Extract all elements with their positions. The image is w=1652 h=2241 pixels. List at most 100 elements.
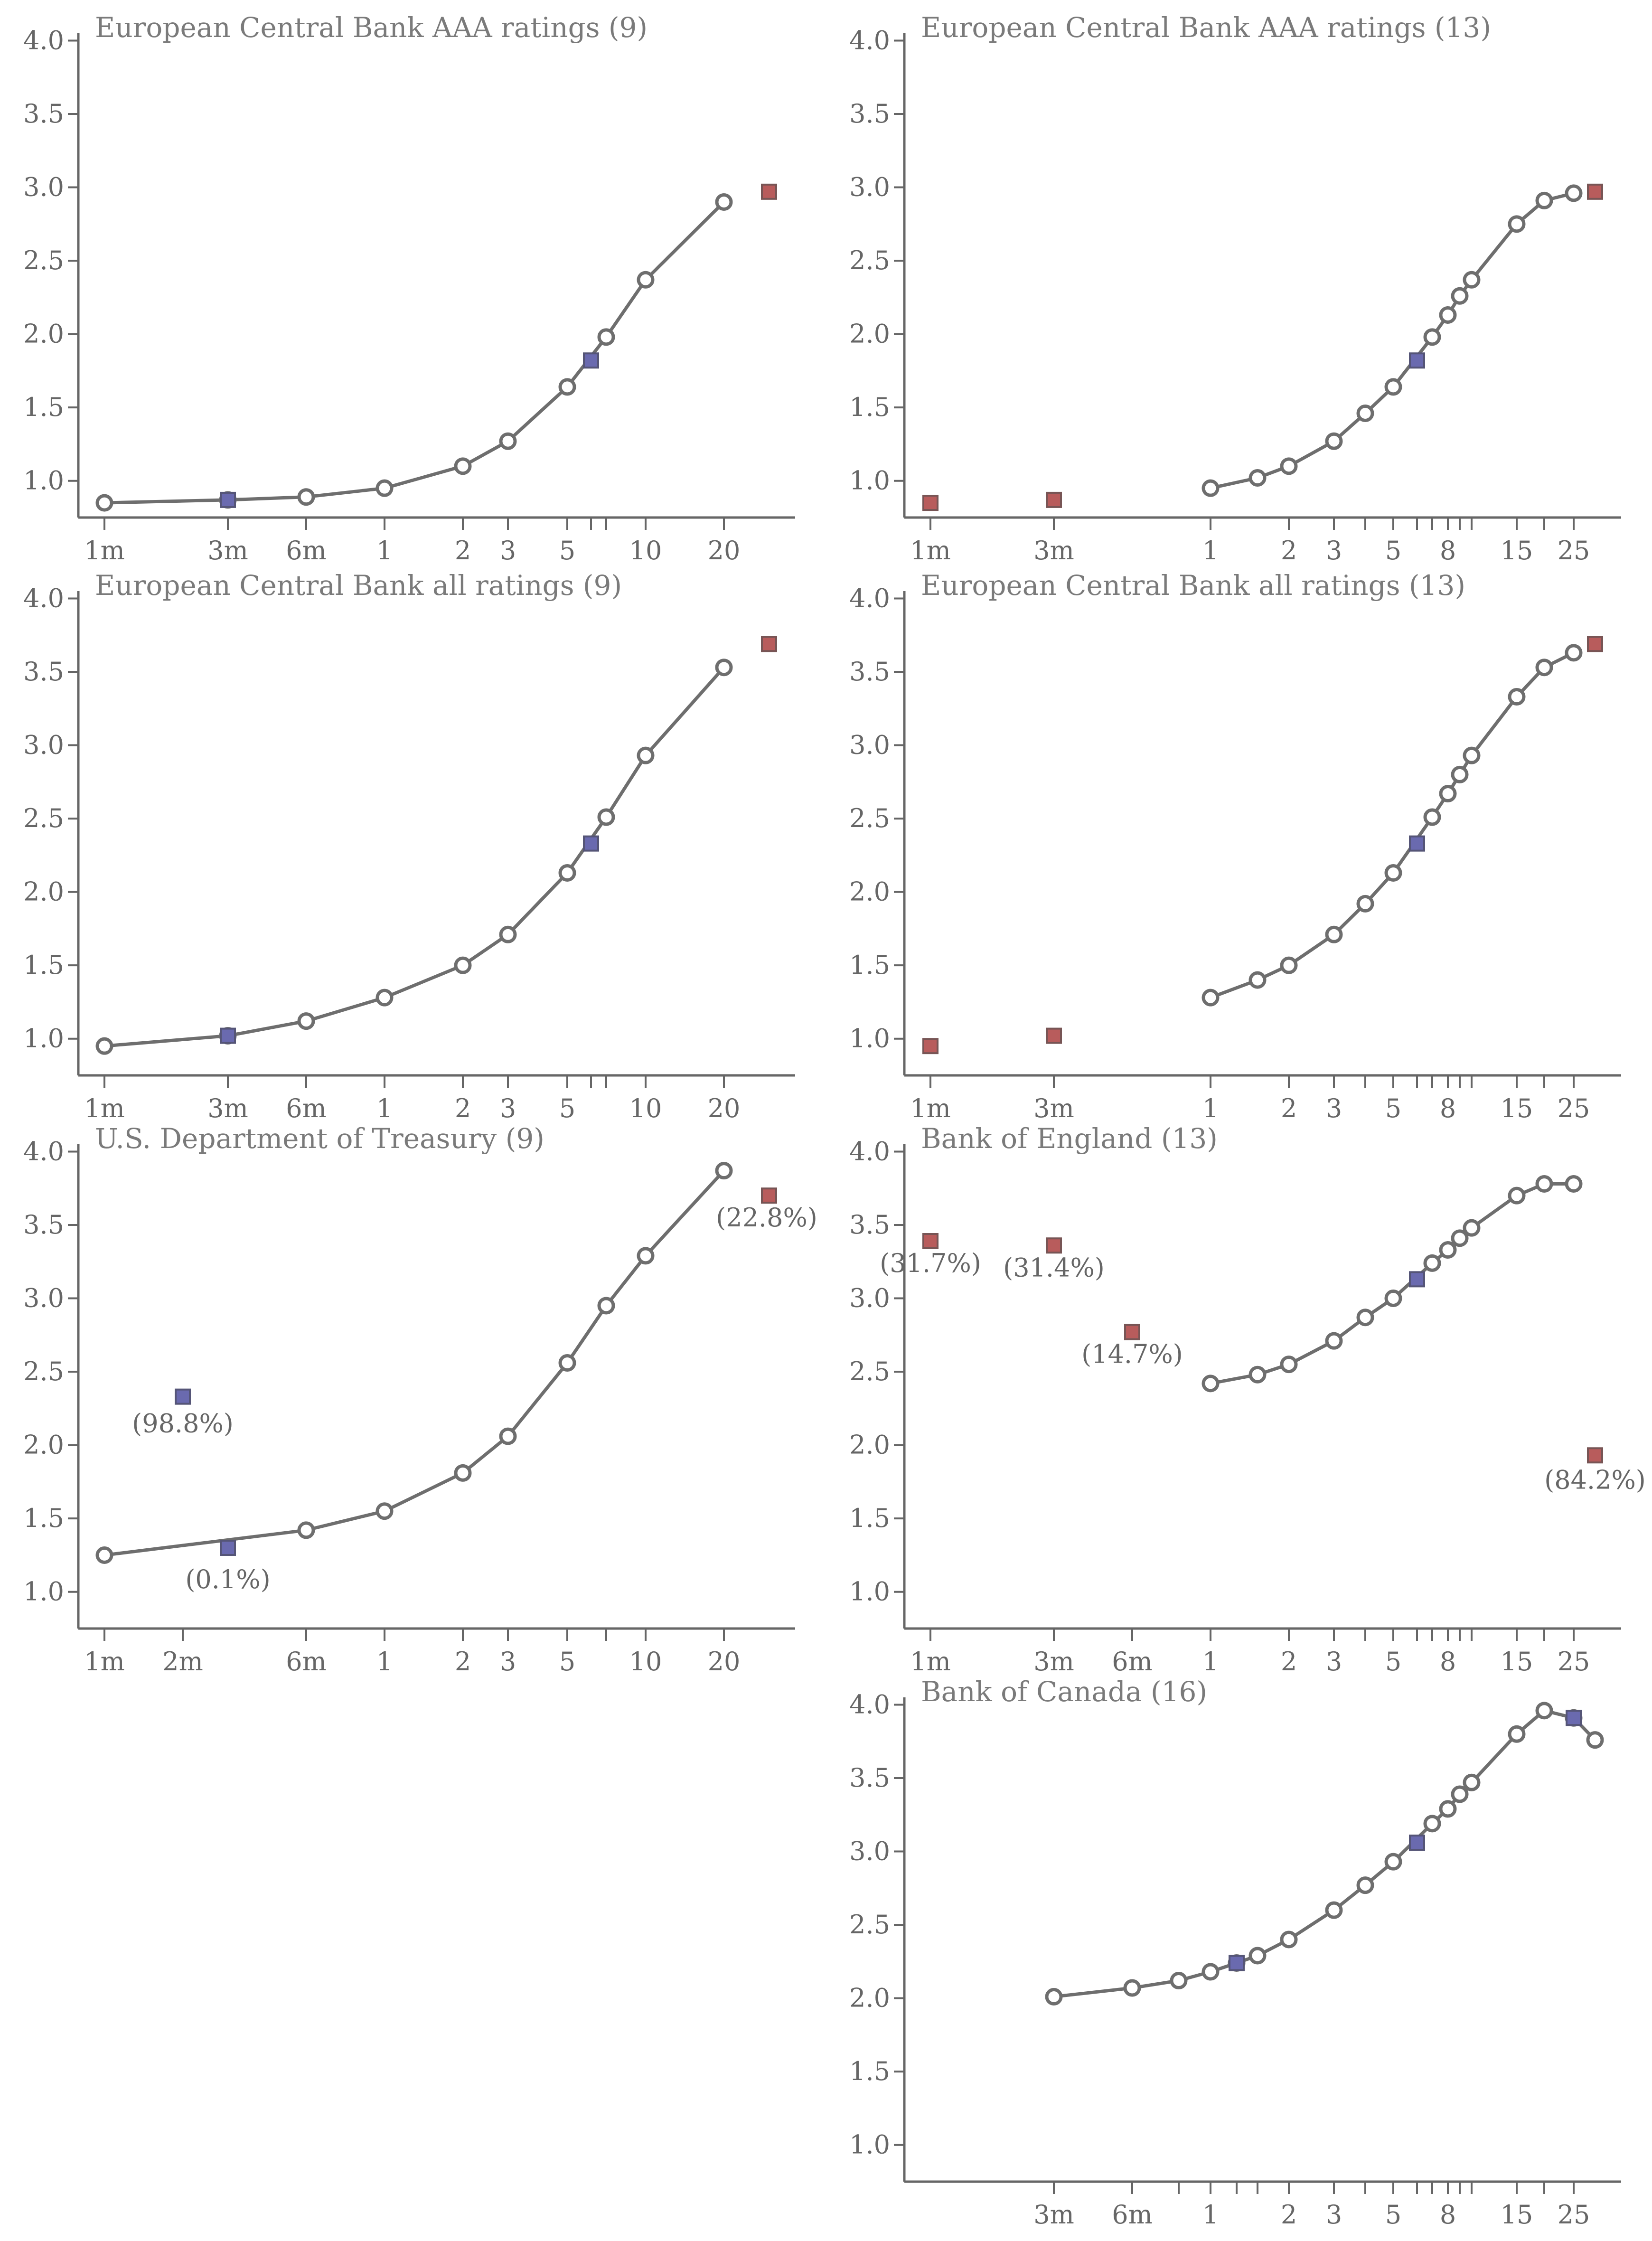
curve-point: [297, 488, 315, 506]
y-tick-label: 2.0: [23, 1430, 64, 1460]
y-tick-label: 4.0: [849, 1136, 890, 1166]
curve-point: [1463, 271, 1481, 289]
x-tick-label: 3m: [207, 1093, 248, 1123]
red-point: [922, 1233, 939, 1249]
curve-point: [375, 479, 394, 497]
x-tick-label: 3: [500, 1647, 516, 1676]
chart-panel: 1.0 1.5 2.0 2.5 3.0 3.5 4.0 1m 3m 6m 1 2 3 5 10 20 Europ…: [23, 569, 795, 1123]
x-tick-label: 3m: [1033, 1647, 1074, 1676]
blue-point: [220, 1027, 236, 1044]
y-tick-label: 2.0: [23, 319, 64, 349]
curve-point: [1248, 1947, 1267, 1965]
curve-point: [1325, 1901, 1343, 1919]
y-tick-label: 1.0: [849, 1577, 890, 1607]
x-tick-label: 6m: [286, 1093, 327, 1123]
x-tick-label: 1: [376, 536, 393, 565]
curve-point: [1248, 469, 1267, 487]
curve-point: [1356, 405, 1374, 423]
x-tick-label: 1m: [84, 536, 125, 565]
x-tick-label: 1m: [84, 1647, 125, 1676]
curve-point: [1356, 895, 1374, 913]
curve-point: [95, 494, 113, 512]
y-tick-label: 1.5: [849, 950, 890, 980]
blue-point: [1409, 835, 1425, 852]
curve-point: [1565, 1175, 1583, 1193]
x-tick-label: 3: [500, 1093, 516, 1123]
y-tick-label: 2.5: [849, 1910, 890, 1940]
panel-title: European Central Bank all ratings (9): [95, 569, 622, 602]
curve-point: [1280, 1930, 1298, 1949]
y-tick-label: 3.5: [23, 1210, 64, 1240]
y-tick-label: 4.0: [23, 583, 64, 613]
curve-point: [297, 1012, 315, 1030]
x-tick-label: 20: [708, 536, 741, 565]
red-point: [1587, 183, 1603, 200]
curve-point: [1356, 1309, 1374, 1327]
x-tick-label: 8: [1440, 2200, 1456, 2230]
y-tick-label: 3.0: [849, 1283, 890, 1313]
curve-point: [297, 1521, 315, 1539]
point-annotation: (14.7%): [1081, 1339, 1183, 1369]
y-tick-label: 4.0: [23, 1136, 64, 1166]
y-tick-label: 2.0: [849, 877, 890, 907]
curve-point: [499, 925, 517, 943]
x-tick-label: 2: [455, 536, 471, 565]
x-tick-label: 10: [629, 1647, 662, 1676]
curve-point: [1325, 1332, 1343, 1350]
x-tick-label: 3m: [1033, 1093, 1074, 1123]
panel-title: European Central Bank all ratings (13): [921, 569, 1465, 602]
x-tick-label: 1: [1202, 536, 1219, 565]
curve-point: [95, 1546, 113, 1564]
curve-point: [637, 271, 655, 289]
y-tick-label: 2.0: [849, 1430, 890, 1460]
x-tick-label: 20: [708, 1647, 741, 1676]
x-tick-label: 3: [1326, 1093, 1342, 1123]
y-tick-label: 1.5: [849, 392, 890, 422]
curve-point: [637, 1247, 655, 1265]
curve-point: [1384, 864, 1402, 882]
curve-point: [1565, 644, 1583, 662]
y-tick-label: 3.5: [849, 1210, 890, 1240]
curve-point: [1423, 808, 1441, 826]
curve-point: [1280, 956, 1298, 974]
x-tick-label: 1m: [910, 536, 951, 565]
x-tick-label: 5: [1385, 2200, 1401, 2230]
red-point: [922, 495, 939, 511]
x-tick-label: 6m: [286, 536, 327, 565]
x-tick-label: 3: [500, 536, 516, 565]
point-annotation: (0.1%): [185, 1564, 270, 1594]
curve-point: [1384, 1290, 1402, 1308]
chart-panel: 1.0 1.5 2.0 2.5 3.0 3.5 4.0 1m 2m 6m 1 2 3 5 10 20 U.S. …: [23, 1122, 817, 1676]
x-tick-label: 1m: [84, 1093, 125, 1123]
curve-line: [104, 1169, 725, 1557]
x-tick-label: 20: [708, 1093, 741, 1123]
curve-point: [1325, 432, 1343, 450]
x-tick-label: 8: [1440, 1647, 1456, 1676]
curve-line: [1053, 1709, 1596, 1998]
curve-point: [715, 1162, 733, 1180]
y-tick-label: 2.0: [849, 319, 890, 349]
x-tick-label: 5: [559, 536, 575, 565]
curve-point: [1123, 1979, 1141, 1997]
curve-point: [558, 1354, 576, 1372]
y-tick-label: 1.5: [23, 950, 64, 980]
point-annotation: (31.4%): [1003, 1252, 1105, 1282]
x-tick-label: 2: [1281, 1093, 1297, 1123]
point-annotation: (31.7%): [880, 1248, 981, 1278]
curve-point: [1356, 1876, 1374, 1894]
x-tick-label: 25: [1558, 1093, 1590, 1123]
x-tick-label: 6m: [1112, 2200, 1153, 2230]
panel-title: Bank of England (13): [921, 1122, 1218, 1155]
point-annotation: (22.8%): [716, 1203, 817, 1233]
y-tick-label: 2.5: [849, 245, 890, 275]
x-tick-label: 25: [1558, 2200, 1590, 2230]
curve-point: [1201, 1963, 1220, 1981]
x-tick-label: 6m: [1112, 1647, 1153, 1676]
curve-point: [1248, 1365, 1267, 1384]
x-tick-label: 1: [1202, 1647, 1219, 1676]
curve-point: [715, 193, 733, 211]
curve-point: [1535, 191, 1553, 209]
y-tick-label: 4.0: [23, 25, 64, 55]
curve-point: [1384, 1853, 1402, 1871]
curve-point: [95, 1037, 113, 1055]
